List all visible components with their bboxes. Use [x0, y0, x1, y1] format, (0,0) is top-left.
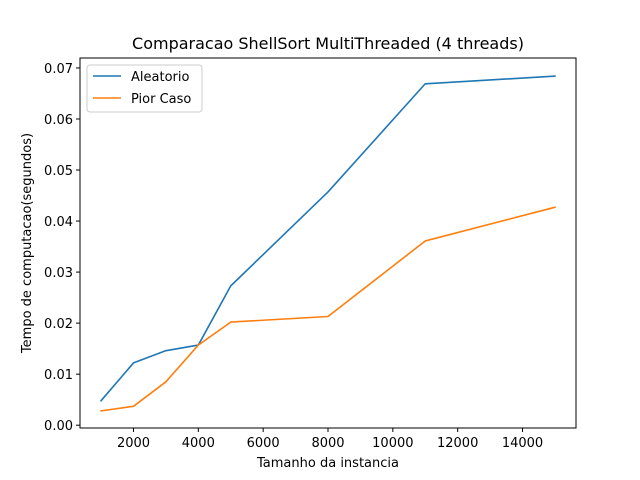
- x-tick-label: 4000: [182, 436, 215, 451]
- y-tick-label: 0.02: [44, 317, 73, 332]
- plot-lines: [99, 75, 556, 412]
- x-tick-label: 14000: [502, 436, 543, 451]
- y-axis-ticks: 0.00 0.01 0.02 0.03 0.04 0.05 0.06 0.07: [44, 62, 80, 434]
- y-tick-label: 0.00: [44, 419, 73, 434]
- chart-title: Comparacao ShellSort MultiThreaded (4 th…: [132, 34, 524, 53]
- y-axis-label: Tempo de computacao(segundos): [20, 133, 35, 354]
- y-tick-label: 0.07: [44, 62, 73, 77]
- legend-label-pior-caso: Pior Caso: [131, 92, 191, 107]
- legend: Aleatorio Pior Caso: [86, 64, 203, 113]
- x-axis-ticks: 2000 4000 6000 8000 10000 12000 14000: [117, 428, 543, 451]
- x-tick-label: 12000: [437, 436, 478, 451]
- legend-label-aleatorio: Aleatorio: [131, 70, 189, 85]
- x-tick-label: 8000: [311, 436, 344, 451]
- y-tick-label: 0.01: [44, 368, 73, 383]
- series-line-pior-caso: [100, 206, 556, 412]
- x-tick-label: 10000: [372, 436, 413, 451]
- plot-frame: [79, 57, 577, 429]
- y-tick-label: 0.04: [44, 215, 73, 230]
- y-tick-label: 0.03: [44, 266, 73, 281]
- y-tick-label: 0.06: [44, 113, 73, 128]
- series-line-aleatorio: [99, 75, 556, 402]
- y-tick-label: 0.05: [44, 164, 73, 179]
- x-tick-label: 6000: [247, 436, 280, 451]
- x-tick-label: 2000: [117, 436, 150, 451]
- x-axis-label: Tamanho da instancia: [256, 456, 399, 471]
